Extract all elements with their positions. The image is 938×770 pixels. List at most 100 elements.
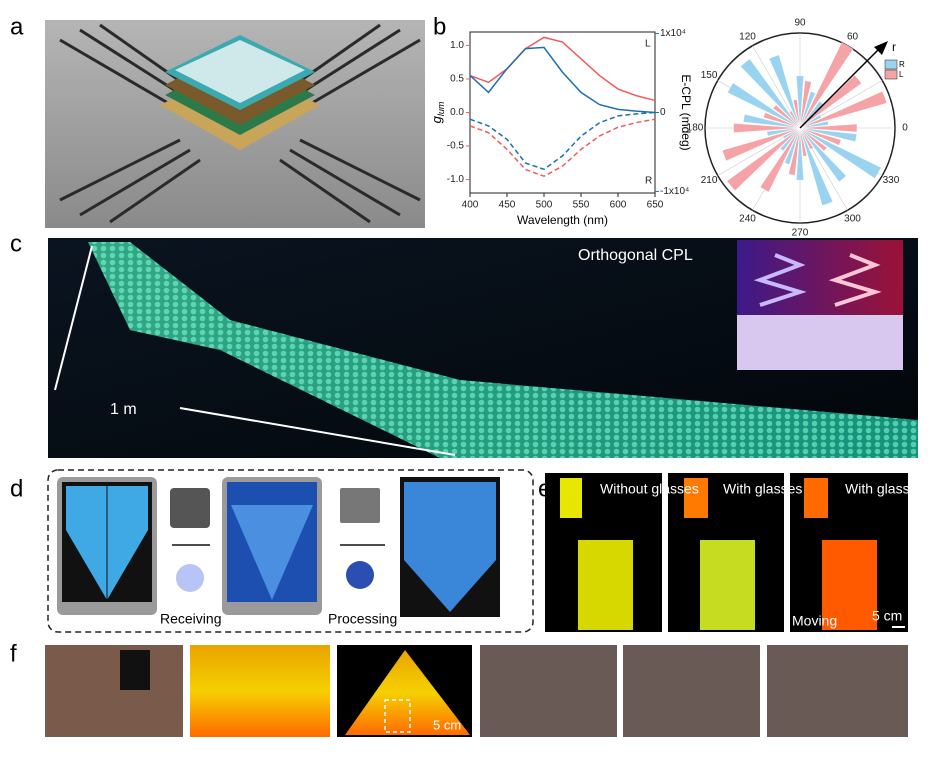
polar-bar	[799, 127, 834, 206]
x-axis-label: Wavelength (nm)	[517, 213, 608, 227]
polar-bar	[772, 104, 801, 129]
arrow	[799, 47, 881, 129]
panel-d-diagram	[47, 469, 534, 633]
corner-label: R	[645, 176, 652, 187]
caption: Without glasses	[600, 481, 699, 497]
polar-bar	[796, 127, 804, 181]
x-tick-label: 400	[462, 200, 479, 211]
plot-frame	[469, 31, 656, 194]
polar-bar	[759, 127, 801, 193]
polar-bar	[799, 42, 854, 129]
legend-swatch	[884, 59, 898, 70]
angle-tick-label: 60	[847, 32, 859, 43]
polar-bar	[727, 82, 801, 129]
caption: With glasses	[723, 481, 802, 497]
scale-label: 1 m	[110, 401, 137, 418]
polar-bar	[799, 80, 812, 129]
panel-label: b	[433, 13, 446, 40]
y-tick-label: 0.5	[450, 74, 464, 85]
line-chart: 400 450 500 550 600 650 1.0 0.5 0.0 -0.5 -1.0 1x10⁴…	[429, 28, 692, 227]
polar-bar	[726, 127, 801, 191]
line-series	[469, 46, 656, 114]
angle-tick-label: 0	[902, 123, 908, 134]
legend-swatch	[884, 69, 898, 80]
polar-bar	[779, 127, 801, 152]
y2-tick-label: 1x10⁴	[660, 28, 686, 39]
angle-tick-label: 210	[701, 175, 718, 186]
polar-bar	[740, 58, 801, 129]
polar-chart: 0306090120150180210240270300330RLr	[687, 18, 909, 239]
polar-bar	[799, 127, 808, 157]
radial-label: r	[892, 40, 896, 54]
legend-label: R	[899, 60, 905, 69]
step-label: Processing	[328, 611, 397, 627]
polar-bar	[763, 112, 801, 129]
polar-bar	[788, 127, 801, 176]
polar-bar	[799, 127, 828, 152]
x-tick-label: 450	[499, 200, 516, 211]
angle-tick-label: 300	[844, 214, 861, 225]
polar-bar	[792, 99, 801, 129]
panel-e-images	[545, 473, 908, 632]
x-tick-label: 650	[647, 200, 664, 211]
y-axis-label-main: g	[429, 115, 444, 123]
polar-bar	[789, 110, 801, 129]
panel-f-images	[45, 645, 908, 737]
y2-tick-label: -1x10⁴	[660, 186, 689, 197]
angle-tick-label: 330	[883, 175, 900, 186]
caption: With glasses	[845, 481, 924, 497]
polar-bar	[733, 123, 801, 133]
polar-bar	[799, 127, 842, 146]
polar-bar	[743, 113, 801, 129]
arrowhead	[874, 41, 888, 55]
y-tick-label: -0.5	[447, 141, 465, 152]
scale-label: 5 cm	[433, 717, 461, 732]
polar-bar	[768, 54, 801, 129]
line-series	[469, 36, 656, 102]
polar-bar	[784, 127, 801, 165]
panel-label: d	[10, 475, 23, 502]
polar-bar	[799, 74, 862, 129]
line-series	[469, 111, 656, 171]
y-tick-label: 0.0	[450, 107, 464, 118]
polar-bar	[799, 91, 888, 129]
polar-bar	[799, 127, 857, 143]
panel-c-title: Orthogonal CPL	[578, 247, 693, 264]
angle-tick-label: 180	[687, 123, 704, 134]
angle-tick-label: 240	[739, 214, 756, 225]
y2-axis-label: E-CPL (mdeg)	[679, 74, 693, 150]
y-axis-label: glum	[429, 101, 446, 123]
polar-bar	[799, 120, 829, 129]
line-series	[469, 118, 656, 178]
polar-bar	[782, 127, 801, 139]
y2-tick-label: 0	[660, 107, 666, 118]
polar-bar	[799, 114, 822, 129]
angle-tick-label: 120	[739, 32, 756, 43]
scale-label: 5 cm	[872, 608, 902, 624]
x-tick-label: 500	[536, 200, 553, 211]
polar-bar	[799, 127, 882, 179]
polar-bar	[799, 123, 858, 133]
caption: Moving	[792, 613, 837, 629]
polar-bar	[766, 127, 801, 137]
polar-bar	[799, 127, 814, 150]
polar-bar	[799, 91, 816, 129]
step-label: Receiving	[160, 611, 221, 627]
panel-a-image	[45, 20, 425, 228]
y-tick-label: -1.0	[447, 174, 465, 185]
corner-label: L	[645, 39, 651, 50]
polar-bar	[796, 75, 804, 129]
panel-label: a	[10, 13, 24, 40]
x-tick-label: 600	[610, 200, 627, 211]
panel-c-image	[48, 238, 918, 458]
legend-label: L	[899, 70, 904, 79]
angle-tick-label: 270	[792, 228, 809, 239]
polar-bar	[722, 127, 801, 162]
x-tick-label: 550	[573, 200, 590, 211]
panel-label: c	[10, 230, 22, 257]
angle-tick-label: 150	[701, 70, 718, 81]
y-axis-label-sub: lum	[436, 101, 446, 116]
y-tick-label: 1.0	[450, 40, 464, 51]
angle-tick-label: 90	[794, 18, 806, 29]
